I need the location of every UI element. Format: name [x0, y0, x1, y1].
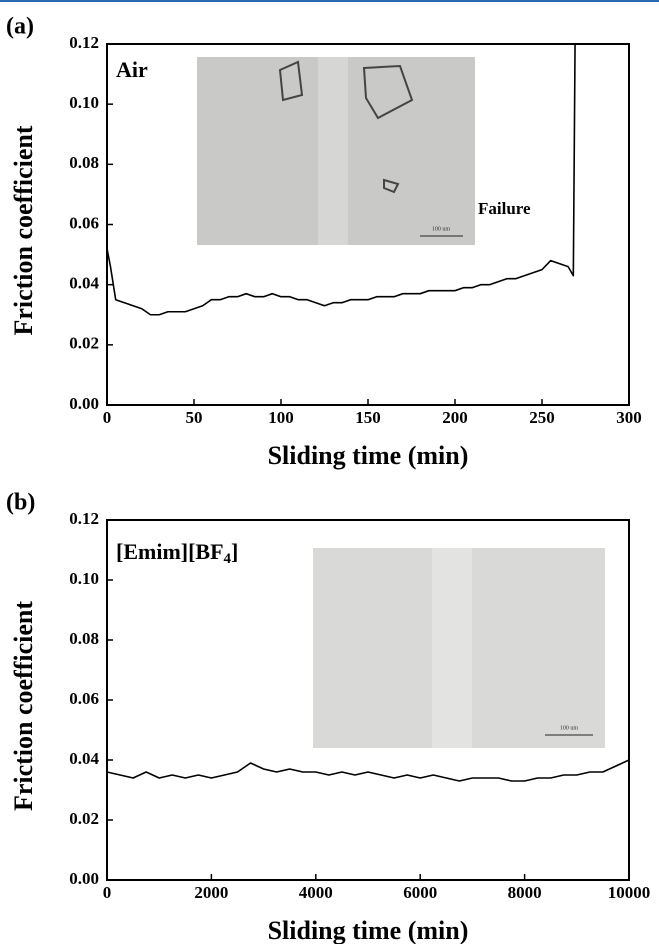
x-tick-label: 0	[103, 408, 112, 427]
x-tick-label: 4000	[299, 883, 333, 902]
annotation: Failure	[478, 199, 531, 218]
y-tick-label: 0.12	[69, 33, 99, 52]
y-tick-label: 0.12	[69, 509, 99, 528]
y-tick-label: 0.08	[69, 153, 99, 172]
inset-feature	[278, 60, 414, 194]
y-axis-label: Friction coefficient	[9, 601, 38, 811]
x-tick-label: 300	[616, 408, 642, 427]
y-tick-label: 0.02	[69, 334, 99, 353]
annotation: Air	[116, 57, 148, 82]
y-tick-label: 0.04	[69, 749, 99, 768]
line	[106, 43, 576, 316]
x-tick-label: 250	[529, 408, 555, 427]
y-tick-label: 0.06	[69, 213, 99, 232]
panel-label: (a)	[6, 14, 34, 40]
x-tick-label: 8000	[508, 883, 542, 902]
x-tick-label: 6000	[403, 883, 437, 902]
annotation: [Emim][BF4]	[116, 539, 238, 567]
y-tick-label: 0.06	[69, 689, 99, 708]
x-tick-label: 0	[103, 883, 112, 902]
y-tick-label: 0.04	[69, 274, 99, 293]
x-axis-label: Sliding time (min)	[268, 916, 469, 944]
y-tick-label: 0.00	[69, 394, 99, 413]
inset-track	[318, 57, 348, 245]
y-tick-label: 0.10	[69, 93, 99, 112]
x-tick-label: 10000	[608, 883, 651, 902]
inset-scale-label: 100 um	[432, 226, 451, 232]
inset-scale-label: 100 um	[560, 725, 579, 731]
x-tick-label: 2000	[194, 883, 228, 902]
y-tick-label: 0.08	[69, 629, 99, 648]
x-tick-label: 200	[442, 408, 468, 427]
inset-b	[313, 548, 605, 748]
inset-a	[197, 57, 475, 245]
x-tick-label: 100	[268, 408, 294, 427]
y-tick-label: 0.00	[69, 869, 99, 888]
panel-label: (b)	[6, 490, 35, 516]
x-tick-label: 50	[186, 408, 203, 427]
x-tick-label: 150	[355, 408, 381, 427]
x-axis-label: Sliding time (min)	[268, 441, 469, 470]
y-tick-label: 0.02	[69, 809, 99, 828]
line	[106, 759, 630, 782]
inset-track	[432, 548, 472, 748]
y-axis-label: Friction coefficient	[9, 125, 38, 335]
y-tick-label: 0.10	[69, 569, 99, 588]
